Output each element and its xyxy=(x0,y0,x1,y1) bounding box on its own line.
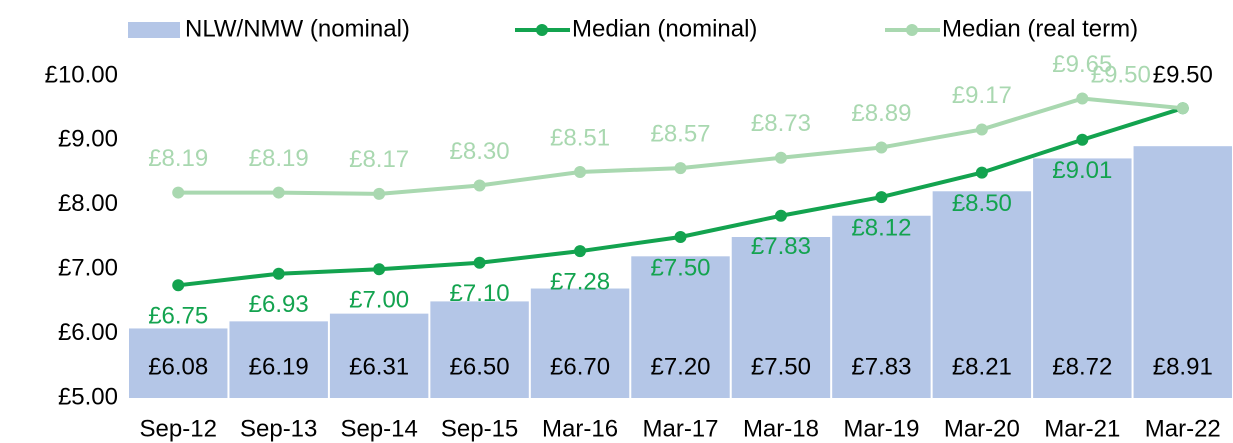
line-marker xyxy=(774,209,787,222)
bar-label: £6.19 xyxy=(249,353,309,380)
line-marker xyxy=(272,186,285,199)
line-marker xyxy=(373,263,386,276)
line-marker xyxy=(975,123,988,136)
line-label: £7.28 xyxy=(550,269,610,296)
line-label: £8.30 xyxy=(450,138,510,165)
bar xyxy=(1033,158,1132,398)
line-label: £7.10 xyxy=(450,280,510,307)
line-label: £9.50 xyxy=(1153,62,1213,89)
line-label: £9.17 xyxy=(952,82,1012,109)
line-marker xyxy=(473,179,486,192)
line-label: £9.65 xyxy=(1052,51,1112,78)
bar-label: £6.50 xyxy=(450,353,510,380)
legend-label: NLW/NMW (nominal) xyxy=(185,15,410,42)
line-label: £8.17 xyxy=(349,146,409,173)
bar xyxy=(430,301,529,398)
x-tick-label: Mar-16 xyxy=(542,415,618,442)
legend-swatch xyxy=(906,24,918,36)
line-label: £8.73 xyxy=(751,110,811,137)
bar-label: £8.91 xyxy=(1153,353,1213,380)
x-tick-label: Mar-21 xyxy=(1044,415,1120,442)
bar-label: £8.21 xyxy=(952,353,1012,380)
line-label: £7.83 xyxy=(751,233,811,260)
bar xyxy=(932,191,1032,398)
y-tick-label: £6.00 xyxy=(58,319,118,346)
line-marker xyxy=(373,187,386,200)
line-label: £8.12 xyxy=(851,214,911,241)
line-marker xyxy=(574,245,587,258)
line-marker xyxy=(674,162,687,175)
line-label: £9.50 xyxy=(1091,62,1151,89)
y-tick-label: £5.00 xyxy=(58,383,118,410)
line-label: £8.51 xyxy=(550,124,610,151)
line-label: £7.50 xyxy=(650,254,710,281)
bar xyxy=(631,256,730,398)
bar xyxy=(1133,146,1232,398)
x-tick-label: Sep-12 xyxy=(140,415,217,442)
x-tick-label: Sep-13 xyxy=(240,415,317,442)
y-tick-label: £8.00 xyxy=(58,190,118,217)
y-tick-label: £7.00 xyxy=(58,255,118,282)
x-tick-label: Mar-20 xyxy=(944,415,1020,442)
line-marker xyxy=(272,267,285,280)
bar-label: £6.70 xyxy=(550,353,610,380)
line-marker xyxy=(574,165,587,178)
line-marker xyxy=(1076,133,1089,146)
bar-label: £7.83 xyxy=(851,353,911,380)
legend-label: Median (nominal) xyxy=(572,15,757,42)
line-label: £6.93 xyxy=(249,291,309,318)
line-label: £7.00 xyxy=(349,287,409,314)
line-label: £8.50 xyxy=(952,190,1012,217)
legend-label: Median (real term) xyxy=(942,15,1138,42)
bar-label: £6.31 xyxy=(349,353,409,380)
bar-label: £7.20 xyxy=(650,353,710,380)
line-marker xyxy=(172,186,185,199)
bar-label: £6.08 xyxy=(148,353,208,380)
x-tick-label: Sep-14 xyxy=(340,415,417,442)
x-tick-label: Mar-18 xyxy=(743,415,819,442)
bar xyxy=(832,215,931,398)
bar xyxy=(129,328,228,398)
line-marker xyxy=(875,141,888,154)
bar-label: £8.72 xyxy=(1052,353,1112,380)
line-label: £8.57 xyxy=(650,120,710,147)
x-tick-label: Mar-19 xyxy=(843,415,919,442)
x-tick-label: Mar-22 xyxy=(1145,415,1221,442)
line-marker xyxy=(774,151,787,164)
x-tick-label: Sep-15 xyxy=(441,415,518,442)
line-label: £9.01 xyxy=(1052,157,1112,184)
line-label: £8.19 xyxy=(249,145,309,172)
line-marker xyxy=(975,166,988,179)
bar-label: £7.50 xyxy=(751,353,811,380)
line-marker xyxy=(674,231,687,243)
line-label: £8.19 xyxy=(148,145,208,172)
bar xyxy=(229,321,328,398)
line-marker xyxy=(172,279,185,292)
y-tick-label: £9.00 xyxy=(58,126,118,153)
line-label: £6.75 xyxy=(148,303,208,330)
y-tick-label: £10.00 xyxy=(45,61,118,88)
bar xyxy=(329,313,429,398)
bar xyxy=(530,288,630,398)
legend-swatch xyxy=(128,22,180,38)
line-marker xyxy=(473,256,486,269)
line-marker xyxy=(1176,102,1189,115)
x-tick-label: Mar-17 xyxy=(642,415,718,442)
line-marker xyxy=(875,191,888,204)
legend-swatch xyxy=(536,24,548,36)
bar xyxy=(731,237,831,398)
line-marker xyxy=(1076,92,1089,105)
line-label: £8.89 xyxy=(851,100,911,127)
